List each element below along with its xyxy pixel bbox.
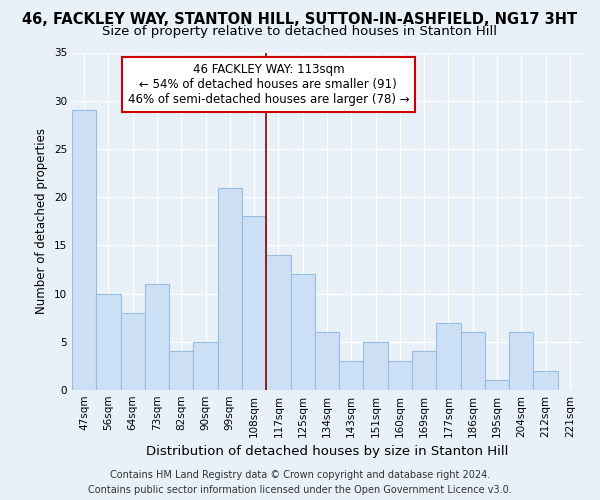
Text: 46, FACKLEY WAY, STANTON HILL, SUTTON-IN-ASHFIELD, NG17 3HT: 46, FACKLEY WAY, STANTON HILL, SUTTON-IN…	[22, 12, 578, 28]
Text: Contains HM Land Registry data © Crown copyright and database right 2024.
Contai: Contains HM Land Registry data © Crown c…	[88, 470, 512, 495]
Bar	[509, 332, 533, 390]
Bar	[290, 274, 315, 390]
Bar	[96, 294, 121, 390]
Bar	[388, 361, 412, 390]
Bar	[169, 352, 193, 390]
X-axis label: Distribution of detached houses by size in Stanton Hill: Distribution of detached houses by size …	[146, 446, 508, 458]
Bar	[266, 255, 290, 390]
Bar	[364, 342, 388, 390]
Bar	[339, 361, 364, 390]
Bar	[461, 332, 485, 390]
Bar	[315, 332, 339, 390]
Bar	[193, 342, 218, 390]
Bar	[121, 313, 145, 390]
Y-axis label: Number of detached properties: Number of detached properties	[35, 128, 49, 314]
Bar	[218, 188, 242, 390]
Bar	[242, 216, 266, 390]
Bar	[485, 380, 509, 390]
Bar	[533, 370, 558, 390]
Bar	[412, 352, 436, 390]
Bar	[72, 110, 96, 390]
Text: 46 FACKLEY WAY: 113sqm
← 54% of detached houses are smaller (91)
46% of semi-det: 46 FACKLEY WAY: 113sqm ← 54% of detached…	[128, 62, 409, 106]
Bar	[436, 322, 461, 390]
Bar	[145, 284, 169, 390]
Text: Size of property relative to detached houses in Stanton Hill: Size of property relative to detached ho…	[103, 25, 497, 38]
